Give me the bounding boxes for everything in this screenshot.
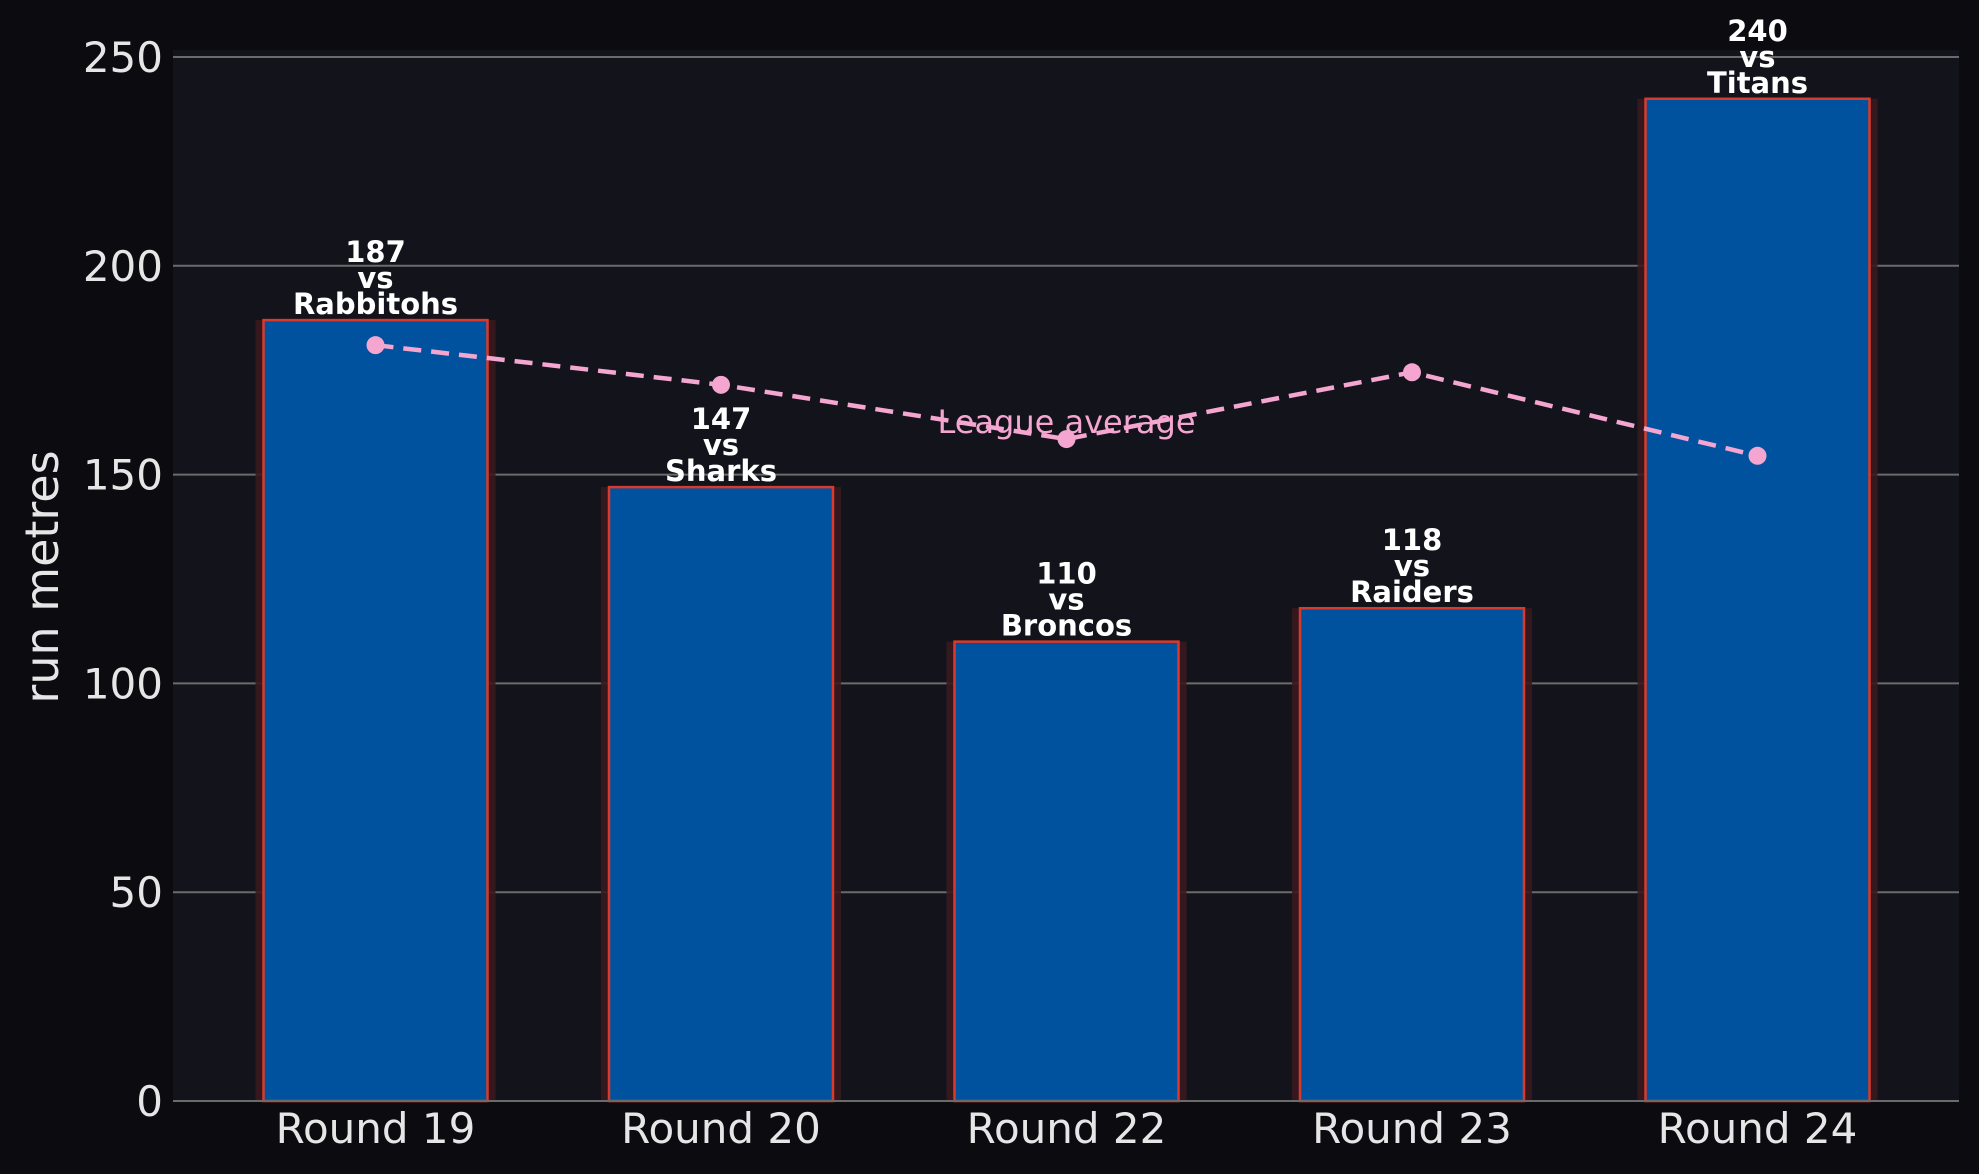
- league-average-series: League average: [366, 336, 1767, 465]
- bar-labels: 187vsRabbitohs147vsSharks110vsBroncos118…: [293, 14, 1808, 643]
- bar-label-line: Titans: [1707, 66, 1808, 100]
- league-average-point: [366, 336, 385, 355]
- y-axis-label: run metres: [15, 450, 69, 703]
- y-tick-label: 200: [83, 242, 163, 291]
- x-tick-label: Round 23: [1312, 1104, 1512, 1153]
- bar-round-24: [1644, 97, 1871, 1103]
- y-tick-label: 50: [110, 868, 163, 917]
- bar-label-line: 110: [1036, 557, 1097, 591]
- bars: [255, 97, 1878, 1103]
- x-tick-label: Round 22: [967, 1104, 1167, 1153]
- bar-round-19: [262, 318, 489, 1103]
- league-average-point: [1403, 363, 1421, 382]
- x-tick-label: Round 19: [276, 1104, 476, 1153]
- bar-label-line: 240: [1727, 14, 1788, 48]
- bar-label-line: Rabbitohs: [293, 287, 458, 321]
- bar-label-line: Sharks: [665, 454, 777, 488]
- bar-label-line: Raiders: [1350, 575, 1474, 609]
- y-tick-label: 0: [136, 1077, 163, 1126]
- league-average-line: [375, 342, 1759, 458]
- bar-label-line: 147: [691, 402, 752, 436]
- league-average-point: [1748, 446, 1767, 465]
- x-tick-label: Round 20: [621, 1104, 821, 1153]
- y-tick-label: 150: [83, 451, 163, 500]
- bar-label-line: vs: [1048, 583, 1084, 617]
- bar-label-line: vs: [357, 261, 393, 295]
- bar-label-line: 187: [345, 235, 406, 269]
- bar-round-22: [953, 640, 1180, 1103]
- x-tick-label: Round 24: [1658, 1104, 1858, 1153]
- y-tick-label: 100: [83, 659, 163, 708]
- y-tick-label: 250: [83, 33, 163, 82]
- bar-label-line: vs: [1394, 549, 1430, 583]
- bar-round-20: [607, 485, 835, 1103]
- bar-label-line: vs: [1739, 40, 1775, 74]
- league-average-point: [712, 375, 730, 394]
- bar-label-line: 118: [1382, 523, 1443, 557]
- league-average-point: [1057, 430, 1076, 449]
- axes: 0 50 100 150 200 250 Round 19 Round 20 Round 22 R…: [83, 33, 1959, 1153]
- bar-label-line: vs: [703, 428, 739, 462]
- league-average-label: League average: [937, 403, 1195, 441]
- bar-round-23: [1298, 606, 1526, 1103]
- bar-label-line: Broncos: [1001, 609, 1132, 643]
